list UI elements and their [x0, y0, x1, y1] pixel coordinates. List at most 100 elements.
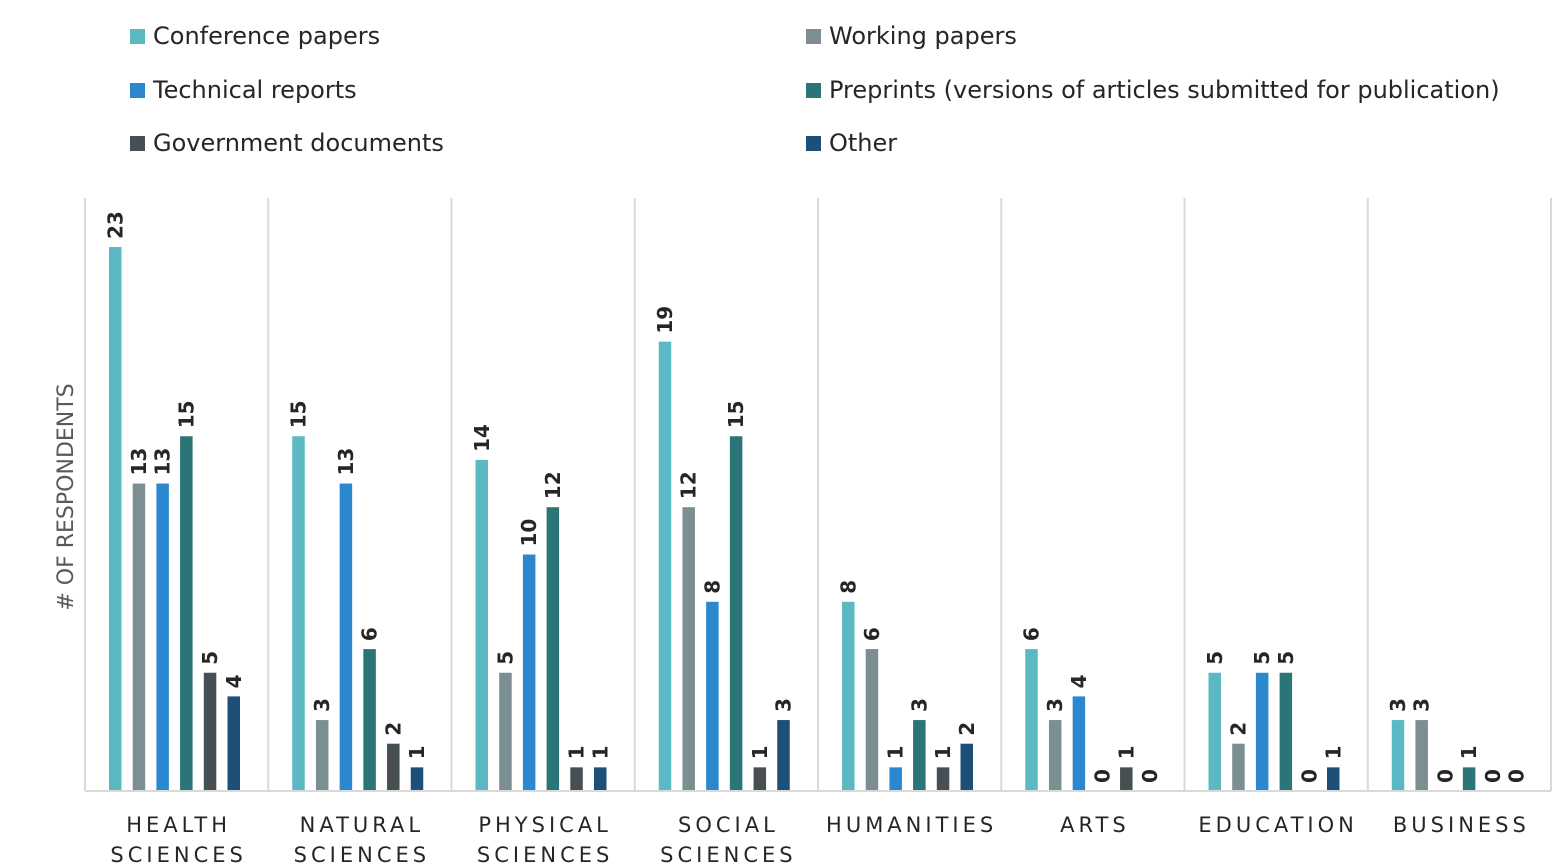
data-label-arts-government-documents: 1: [1114, 745, 1138, 759]
bar-physical-sciences-government-documents: [570, 767, 583, 791]
bar-education-preprints-versions-of-articles-submitted-for-publication: [1279, 672, 1293, 791]
data-label-business-preprints-versions-of-articles-submitted-for-publication: 1: [1457, 745, 1481, 759]
data-label-arts-conference-papers: 6: [1020, 627, 1044, 641]
data-label-social-sciences-government-documents: 1: [748, 745, 772, 759]
legend-label-technical-reports: Technical reports: [152, 76, 357, 104]
bar-health-sciences-working-papers: [132, 483, 146, 791]
bar-business-working-papers: [1415, 720, 1428, 791]
data-label-business-government-documents: 0: [1481, 769, 1505, 783]
data-label-physical-sciences-working-papers: 5: [493, 651, 517, 665]
bar-physical-sciences-working-papers: [499, 672, 512, 791]
category-separators: [84, 198, 1552, 791]
bar-physical-sciences-technical-reports: [522, 554, 536, 791]
bar-humanities-other: [960, 743, 973, 791]
data-label-physical-sciences-other: 1: [588, 745, 612, 759]
bar-social-sciences-working-papers: [682, 507, 695, 791]
data-label-health-sciences-preprints-versions-of-articles-submitted-for-publication: 15: [174, 400, 198, 428]
data-label-education-other: 1: [1321, 745, 1345, 759]
chart-bars: [109, 247, 1476, 792]
bar-health-sciences-technical-reports: [156, 483, 169, 791]
data-label-physical-sciences-conference-papers: 14: [470, 424, 494, 452]
bar-humanities-working-papers: [865, 649, 879, 791]
data-label-education-working-papers: 2: [1226, 722, 1250, 736]
data-label-education-technical-reports: 5: [1250, 651, 1274, 665]
data-label-business-working-papers: 3: [1410, 698, 1434, 712]
legend-swatch-technical-reports: [130, 83, 145, 98]
bar-physical-sciences-other: [594, 767, 607, 791]
data-label-social-sciences-working-papers: 12: [677, 471, 701, 499]
data-label-arts-preprints-versions-of-articles-submitted-for-publication: 0: [1091, 769, 1115, 783]
bar-education-conference-papers: [1208, 672, 1221, 791]
bar-business-conference-papers: [1391, 720, 1405, 791]
bar-physical-sciences-preprints-versions-of-articles-submitted-for-publication: [546, 507, 560, 791]
category-label-physical-sciences: PHYSICAL: [478, 813, 612, 837]
bar-social-sciences-other: [777, 720, 790, 791]
data-label-physical-sciences-government-documents: 1: [565, 745, 589, 759]
legend-label-government-documents: Government documents: [153, 129, 444, 157]
y-axis-label: # OF RESPONDENTS: [54, 383, 79, 610]
legend-swatch-government-documents: [130, 136, 145, 151]
bar-natural-sciences-conference-papers: [292, 436, 305, 791]
bar-natural-sciences-government-documents: [387, 743, 400, 791]
bar-natural-sciences-technical-reports: [339, 483, 353, 791]
bar-arts-technical-reports: [1072, 696, 1086, 791]
bar-social-sciences-conference-papers: [658, 341, 672, 791]
bar-arts-working-papers: [1048, 720, 1062, 791]
legend-label-conference-papers: Conference papers: [153, 22, 380, 50]
category-label-education: EDUCATION: [1198, 813, 1357, 837]
bar-physical-sciences-conference-papers: [475, 459, 488, 791]
data-label-social-sciences-other: 3: [772, 698, 796, 712]
category-labels: HEALTH SCIENCES NATURAL SCIENCES PHYSICAL SCI…: [110, 813, 1530, 865]
data-label-education-government-documents: 0: [1298, 769, 1322, 783]
data-label-natural-sciences-conference-papers: 15: [287, 400, 311, 428]
data-label-health-sciences-technical-reports: 13: [151, 448, 175, 476]
category-label-arts: ARTS: [1060, 813, 1130, 837]
data-label-health-sciences-government-documents: 5: [198, 651, 222, 665]
legend-label-working-papers: Working papers: [829, 22, 1017, 50]
category-label-natural-sciences: SCIENCES: [294, 843, 430, 865]
category-label-business: BUSINESS: [1393, 813, 1530, 837]
data-label-natural-sciences-working-papers: 3: [310, 698, 334, 712]
bar-natural-sciences-other: [410, 767, 424, 791]
data-label-arts-technical-reports: 4: [1067, 674, 1091, 688]
data-label-physical-sciences-preprints-versions-of-articles-submitted-for-publication: 12: [541, 471, 565, 499]
bar-health-sciences-preprints-versions-of-articles-submitted-for-publication: [180, 436, 193, 791]
data-label-health-sciences-conference-papers: 23: [103, 211, 127, 239]
data-label-humanities-government-documents: 1: [931, 745, 955, 759]
legend-label-preprints-versions-of-articles-submitted-for-publication: Preprints (versions of articles submitte…: [829, 76, 1500, 104]
data-label-humanities-preprints-versions-of-articles-submitted-for-publication: 3: [907, 698, 931, 712]
category-label-social-sciences: SOCIAL: [678, 813, 779, 837]
bar-arts-government-documents: [1120, 767, 1133, 791]
data-label-humanities-technical-reports: 1: [884, 745, 908, 759]
bar-humanities-conference-papers: [842, 601, 855, 791]
bar-education-other: [1327, 767, 1340, 791]
data-label-health-sciences-working-papers: 13: [127, 448, 151, 476]
bar-education-technical-reports: [1255, 672, 1269, 791]
bar-natural-sciences-working-papers: [315, 720, 329, 791]
bar-social-sciences-government-documents: [753, 767, 767, 791]
bar-education-working-papers: [1232, 743, 1245, 791]
data-label-physical-sciences-technical-reports: 10: [517, 519, 541, 547]
bar-humanities-technical-reports: [889, 767, 902, 791]
bar-social-sciences-technical-reports: [706, 601, 719, 791]
bar-humanities-preprints-versions-of-articles-submitted-for-publication: [913, 720, 926, 791]
data-label-social-sciences-preprints-versions-of-articles-submitted-for-publication: 15: [724, 400, 748, 428]
bar-health-sciences-government-documents: [203, 672, 217, 791]
data-label-natural-sciences-government-documents: 2: [381, 722, 405, 736]
data-label-natural-sciences-other: 1: [405, 745, 429, 759]
category-label-health-sciences: HEALTH: [126, 813, 231, 837]
legend-swatch-conference-papers: [130, 29, 145, 44]
category-label-humanities: HUMANITIES: [826, 813, 997, 837]
data-label-arts-other: 0: [1138, 769, 1162, 783]
bar-arts-conference-papers: [1025, 649, 1038, 791]
data-label-natural-sciences-preprints-versions-of-articles-submitted-for-publication: 6: [358, 627, 382, 641]
bar-health-sciences-conference-papers: [109, 247, 122, 792]
data-label-humanities-conference-papers: 8: [836, 580, 860, 594]
legend-swatch-working-papers: [806, 29, 821, 44]
data-label-education-conference-papers: 5: [1203, 651, 1227, 665]
category-label-social-sciences: SCIENCES: [660, 843, 796, 865]
category-label-physical-sciences: SCIENCES: [477, 843, 613, 865]
data-label-social-sciences-conference-papers: 19: [653, 306, 677, 334]
data-label-natural-sciences-technical-reports: 13: [334, 448, 358, 476]
